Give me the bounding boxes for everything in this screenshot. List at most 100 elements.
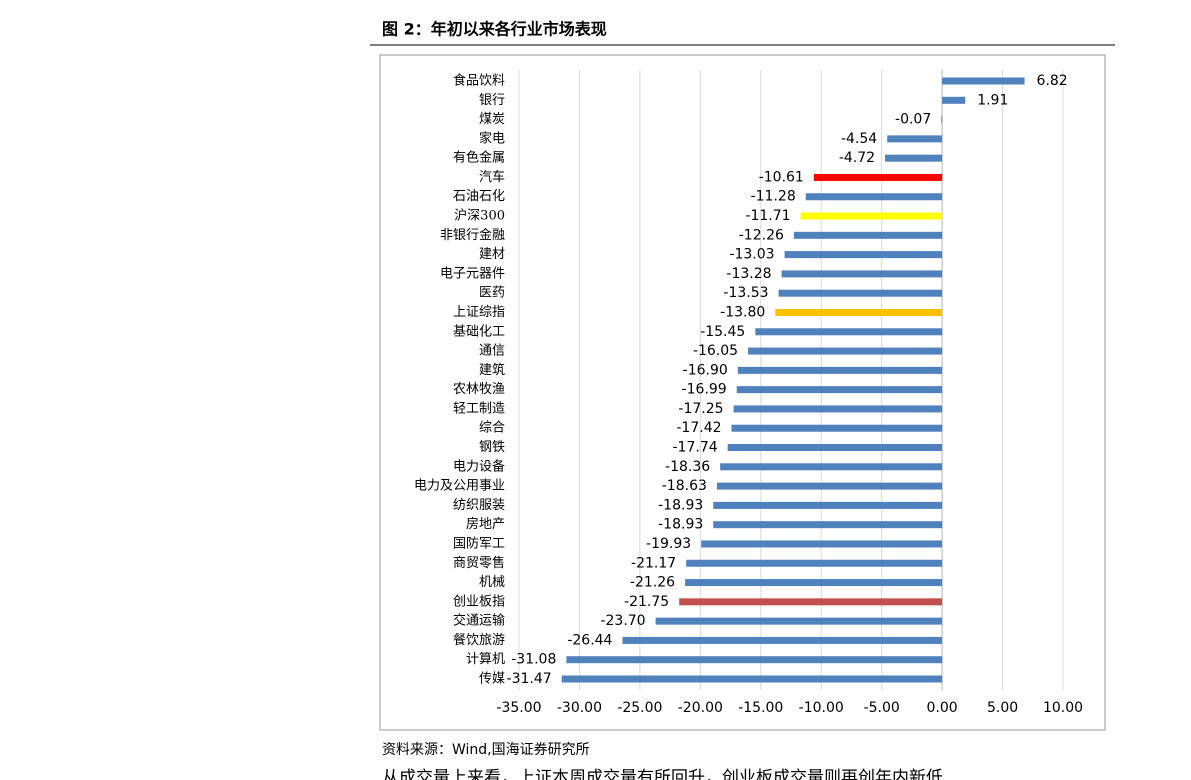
category-label: 煤炭 bbox=[479, 112, 505, 127]
value-label: -16.05 bbox=[693, 343, 738, 359]
value-label: -17.25 bbox=[678, 401, 723, 417]
category-label: 通信 bbox=[479, 344, 505, 359]
value-label: -0.07 bbox=[895, 112, 931, 128]
bar bbox=[685, 579, 943, 587]
category-label: 房地产 bbox=[466, 516, 505, 532]
x-tick-label: -25.00 bbox=[617, 700, 662, 716]
value-label: -18.63 bbox=[662, 478, 707, 494]
category-label: 机械 bbox=[479, 575, 505, 590]
category-label: 建筑 bbox=[479, 362, 505, 378]
bar bbox=[885, 154, 943, 162]
bar bbox=[701, 540, 943, 548]
bar bbox=[805, 193, 943, 201]
value-label: 1.91 bbox=[977, 92, 1008, 108]
category-label: 纺织服装 bbox=[453, 498, 505, 513]
category-label: 交通运输 bbox=[453, 613, 505, 629]
category-label: 创业板指 bbox=[453, 594, 505, 609]
bar bbox=[793, 231, 943, 239]
category-label: 计算机 bbox=[466, 652, 505, 667]
value-label: -21.75 bbox=[624, 594, 669, 610]
bar bbox=[713, 521, 943, 529]
value-label: -11.28 bbox=[751, 189, 796, 205]
value-label: -10.61 bbox=[759, 169, 804, 185]
category-label: 有色金属 bbox=[453, 150, 505, 166]
value-label: -13.28 bbox=[726, 266, 771, 282]
value-label: -13.53 bbox=[723, 285, 768, 301]
value-label: -17.42 bbox=[676, 420, 721, 436]
bar bbox=[813, 173, 943, 181]
x-tick-label: -5.00 bbox=[864, 700, 900, 716]
value-label: -31.47 bbox=[507, 671, 552, 687]
value-label: -31.08 bbox=[511, 652, 556, 668]
value-label: -13.03 bbox=[729, 247, 774, 263]
category-label: 上证综指 bbox=[453, 305, 505, 320]
category-label: 农林牧渔 bbox=[453, 382, 505, 397]
x-tick-label: -35.00 bbox=[496, 700, 541, 716]
value-label: -17.74 bbox=[673, 440, 718, 456]
chart-frame bbox=[379, 54, 1106, 731]
x-tick-label: -30.00 bbox=[557, 700, 602, 716]
category-label: 钢铁 bbox=[479, 440, 505, 455]
category-label: 基础化工 bbox=[453, 324, 505, 339]
body-text: 从成交量上来看，上证本周成交量有所回升，创业板成交量则再创年内新低 bbox=[382, 768, 943, 780]
category-label: 食品饮料 bbox=[453, 73, 505, 89]
value-label: -26.44 bbox=[567, 632, 612, 648]
value-label: -12.26 bbox=[739, 227, 784, 243]
x-tick-label: -15.00 bbox=[738, 700, 783, 716]
value-label: -18.93 bbox=[658, 517, 703, 533]
bar bbox=[737, 366, 943, 374]
bar bbox=[720, 463, 943, 471]
bar bbox=[731, 424, 943, 432]
bar bbox=[713, 501, 943, 509]
bar bbox=[755, 328, 943, 336]
category-label: 综合 bbox=[479, 421, 505, 436]
x-tick-label: -20.00 bbox=[678, 700, 723, 716]
category-label: 医药 bbox=[479, 286, 505, 301]
x-tick-label: 10.00 bbox=[1043, 700, 1083, 716]
value-label: -19.93 bbox=[646, 536, 691, 552]
category-label: 国防军工 bbox=[453, 535, 505, 551]
x-tick-label: 5.00 bbox=[987, 700, 1018, 716]
bar bbox=[784, 251, 943, 259]
value-label: -4.72 bbox=[839, 150, 875, 166]
value-label: -23.70 bbox=[600, 613, 645, 629]
x-tick-label: 0.00 bbox=[927, 700, 958, 716]
bar bbox=[800, 212, 943, 220]
bar bbox=[781, 270, 943, 278]
bar bbox=[887, 135, 943, 143]
figure-title: 图 2：年初以来各行业市场表现 bbox=[382, 20, 607, 39]
bar bbox=[679, 598, 943, 606]
value-label: -15.45 bbox=[700, 324, 745, 340]
category-label: 餐饮旅游 bbox=[453, 632, 505, 648]
value-label: -18.93 bbox=[658, 497, 703, 513]
category-label: 沪深300 bbox=[454, 208, 505, 224]
value-label: -4.54 bbox=[841, 131, 877, 147]
bar bbox=[778, 289, 943, 297]
value-label: -18.36 bbox=[665, 459, 710, 475]
category-label: 商贸零售 bbox=[453, 555, 505, 571]
value-label: -11.71 bbox=[745, 208, 790, 224]
bar bbox=[942, 77, 1025, 85]
category-label: 家电 bbox=[479, 130, 505, 146]
bar bbox=[941, 116, 943, 124]
bar bbox=[566, 656, 943, 664]
category-label: 汽车 bbox=[479, 169, 505, 185]
category-label: 电力设备 bbox=[453, 458, 505, 474]
category-label: 轻工制造 bbox=[453, 401, 505, 416]
category-label: 电力及公用事业 bbox=[414, 479, 505, 494]
bar bbox=[622, 636, 943, 644]
value-label: -16.90 bbox=[683, 362, 728, 378]
value-label: -21.17 bbox=[631, 555, 676, 571]
category-label: 建材 bbox=[479, 247, 505, 262]
bar bbox=[748, 347, 943, 355]
bar bbox=[736, 386, 943, 394]
x-tick-label: -10.00 bbox=[799, 700, 844, 716]
bar bbox=[716, 482, 943, 490]
category-label: 传媒 bbox=[479, 672, 505, 687]
bar bbox=[942, 96, 966, 104]
bar bbox=[775, 308, 943, 316]
category-label: 电子元器件 bbox=[440, 266, 505, 281]
category-label: 石油石化 bbox=[453, 189, 505, 204]
